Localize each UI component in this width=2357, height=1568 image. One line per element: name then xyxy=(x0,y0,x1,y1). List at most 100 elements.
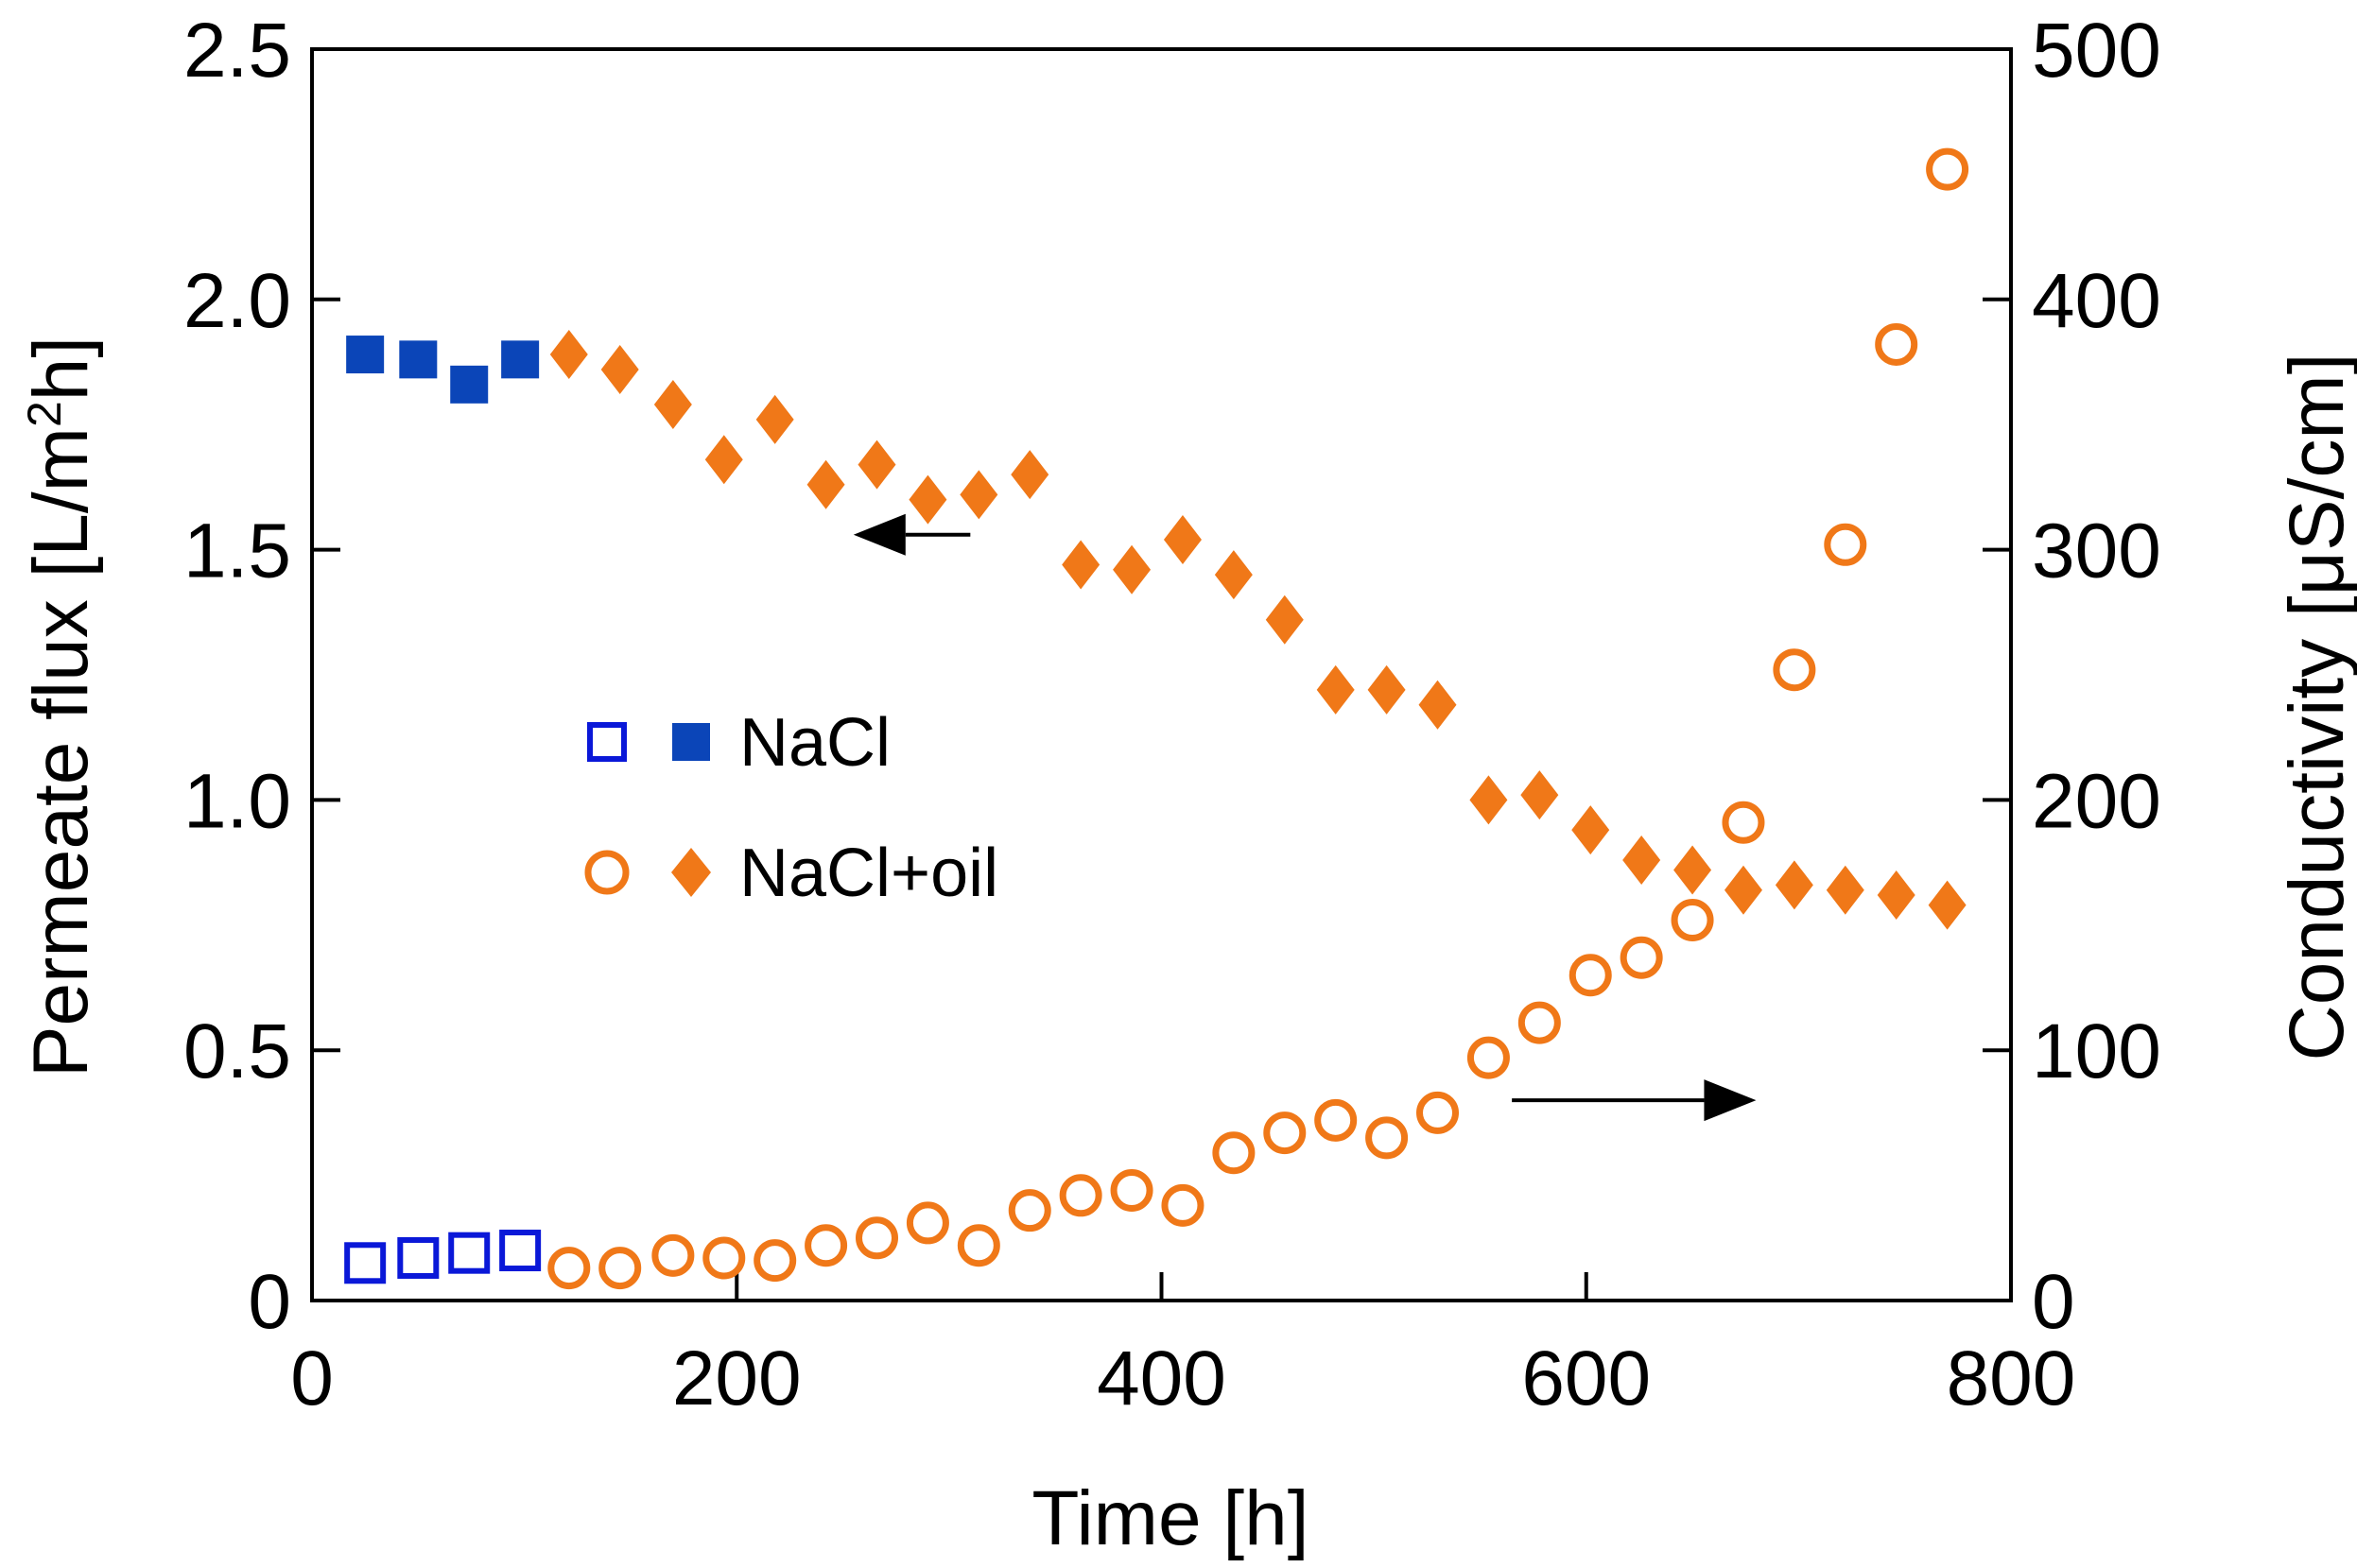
y-left-tick-label: 2.0 xyxy=(183,258,291,344)
point-nacl-oil-flux xyxy=(1775,860,1813,910)
point-nacl-oil-conductivity xyxy=(1008,1189,1051,1232)
legend-nacl-oil-open-circle xyxy=(584,850,630,895)
point-nacl-conductivity xyxy=(344,1242,387,1284)
legend-nacl-filled-square xyxy=(672,723,710,761)
point-nacl-oil-flux xyxy=(1316,664,1355,715)
point-nacl-oil-conductivity xyxy=(1365,1116,1409,1160)
x-tick-label: 200 xyxy=(672,1335,802,1422)
point-nacl-oil-conductivity xyxy=(1671,899,1714,942)
point-nacl-oil-flux xyxy=(909,474,947,525)
point-nacl-oil-conductivity xyxy=(1722,801,1765,844)
left-y-axis-title-post: h] xyxy=(18,336,104,401)
point-nacl-oil-conductivity xyxy=(1517,1001,1561,1044)
point-nacl-oil-flux xyxy=(600,344,639,394)
point-nacl-oil-conductivity xyxy=(1059,1174,1102,1217)
point-nacl-flux xyxy=(501,340,540,379)
y-right-tick-label: 100 xyxy=(2032,1008,2161,1094)
annotations-layer xyxy=(853,513,1757,1122)
legend-label-nacl-oil: NaCl+oil xyxy=(739,836,998,911)
point-nacl-oil-conductivity xyxy=(856,1216,899,1260)
y-right-tick-label: 400 xyxy=(2032,258,2161,344)
point-nacl-oil-flux xyxy=(1011,450,1049,500)
point-nacl-oil-conductivity xyxy=(805,1224,848,1267)
y-right-tick-label: 200 xyxy=(2032,758,2161,844)
point-nacl-oil-flux xyxy=(1877,870,1915,921)
arrow-to-right-axis xyxy=(1512,1079,1757,1122)
point-nacl-oil-flux xyxy=(704,435,743,485)
arrow-to-right-axis-head xyxy=(1704,1079,1757,1122)
x-tick-label: 800 xyxy=(1947,1335,2076,1422)
point-nacl-oil-flux xyxy=(1062,540,1101,590)
right-y-axis-title: Conductivity [μS/cm] xyxy=(2274,353,2357,1060)
point-nacl-oil-conductivity xyxy=(1926,147,1969,191)
x-axis-title: Time [h] xyxy=(1031,1475,1308,1561)
ticks-layer: 0 200 400 600 80000.51.01.52.02.501002003004… xyxy=(183,8,2161,1422)
legend-nacl-open-square xyxy=(587,722,627,762)
point-nacl-oil-flux xyxy=(1673,845,1712,895)
point-nacl-oil-flux xyxy=(1265,594,1304,645)
point-nacl-oil-flux xyxy=(1826,865,1864,915)
point-nacl-oil-flux xyxy=(1724,865,1762,915)
y-left-tick-label: 1.5 xyxy=(183,508,291,594)
point-nacl-oil-conductivity xyxy=(1620,936,1663,979)
y-right-tick-label: 500 xyxy=(2032,8,2161,94)
point-nacl-oil-conductivity xyxy=(651,1233,695,1277)
point-nacl-oil-conductivity xyxy=(1875,322,1918,366)
point-nacl-oil-flux xyxy=(1520,770,1559,820)
y-left-tick-label: 1.0 xyxy=(183,758,291,844)
left-y-axis-title-sup: 2 xyxy=(18,401,71,427)
point-nacl-oil-conductivity xyxy=(1466,1036,1510,1079)
point-nacl-flux xyxy=(450,365,489,404)
point-nacl-oil-flux xyxy=(1418,680,1457,730)
point-nacl-conductivity xyxy=(448,1232,491,1274)
legend-nacl-oil-filled-diamond xyxy=(671,848,711,897)
y-left-tick-label: 0 xyxy=(248,1259,291,1345)
point-nacl-oil-conductivity xyxy=(702,1236,746,1280)
point-nacl-flux xyxy=(399,340,438,379)
point-nacl-oil-conductivity xyxy=(957,1224,1000,1267)
point-nacl-conductivity xyxy=(499,1230,542,1272)
point-nacl-flux xyxy=(346,336,385,374)
legend: NaCl NaCl+oil xyxy=(584,705,998,911)
y-right-tick-label: 0 xyxy=(2032,1259,2075,1345)
point-nacl-oil-flux xyxy=(1928,880,1967,930)
point-nacl-oil-flux xyxy=(960,470,998,520)
y-left-tick-label: 0.5 xyxy=(183,1008,291,1094)
point-nacl-oil-conductivity xyxy=(1568,954,1612,997)
point-nacl-oil-flux xyxy=(1571,805,1610,855)
point-nacl-oil-conductivity xyxy=(1110,1168,1153,1212)
point-nacl-oil-conductivity xyxy=(547,1247,591,1290)
point-nacl-oil-conductivity xyxy=(754,1239,797,1283)
arrow-to-left-axis-head xyxy=(853,513,906,556)
point-nacl-oil-conductivity xyxy=(1314,1098,1358,1142)
point-nacl-conductivity xyxy=(397,1236,440,1279)
point-nacl-oil-flux xyxy=(1214,550,1253,600)
point-nacl-oil-flux xyxy=(1622,835,1661,885)
marks-layer xyxy=(344,147,1969,1290)
point-nacl-oil-flux xyxy=(806,459,845,509)
point-nacl-oil-flux xyxy=(858,439,896,490)
point-nacl-oil-conductivity xyxy=(598,1247,642,1290)
point-nacl-oil-flux xyxy=(549,330,588,380)
x-tick-label: 400 xyxy=(1097,1335,1226,1422)
x-tick-label: 0 xyxy=(290,1335,334,1422)
point-nacl-oil-conductivity xyxy=(1416,1091,1460,1134)
y-right-tick-label: 300 xyxy=(2032,508,2161,594)
point-nacl-oil-conductivity xyxy=(1773,648,1816,692)
point-nacl-oil-conductivity xyxy=(906,1201,949,1245)
left-y-axis-title-pre: Permeate flux [L/m xyxy=(18,427,104,1077)
legend-label-nacl: NaCl xyxy=(739,705,891,781)
point-nacl-oil-flux xyxy=(653,380,692,430)
point-nacl-oil-conductivity xyxy=(1161,1183,1204,1227)
arrow-to-left-axis xyxy=(853,513,971,556)
point-nacl-oil-flux xyxy=(1367,664,1406,715)
plot-frame xyxy=(310,47,2013,1302)
point-nacl-oil-conductivity xyxy=(1824,523,1867,566)
point-nacl-oil-flux xyxy=(1163,515,1202,565)
point-nacl-oil-flux xyxy=(755,394,794,444)
point-nacl-oil-conductivity xyxy=(1212,1131,1256,1175)
y-left-tick-label: 2.5 xyxy=(183,8,291,94)
point-nacl-oil-flux xyxy=(1469,775,1508,825)
point-nacl-oil-conductivity xyxy=(1263,1111,1307,1155)
